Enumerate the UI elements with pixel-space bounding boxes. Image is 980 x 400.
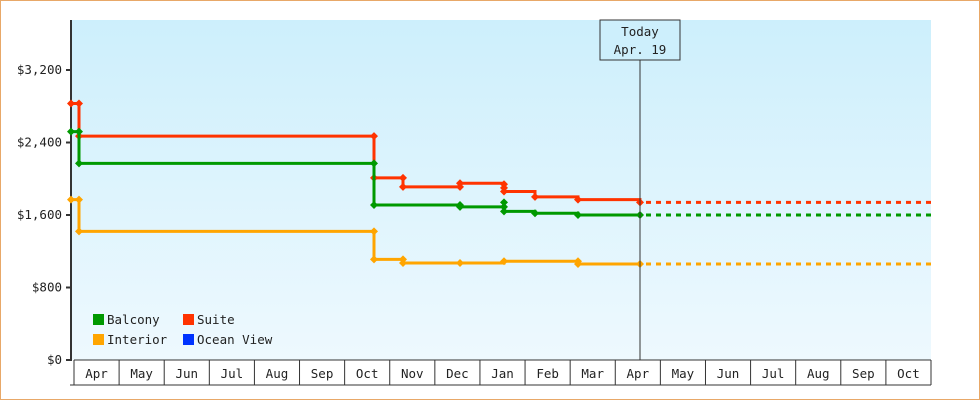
data-point[interactable] — [500, 202, 508, 211]
data-point[interactable] — [456, 179, 464, 188]
x-tick-label: May — [672, 366, 695, 381]
data-point[interactable] — [370, 201, 378, 210]
data-point[interactable] — [75, 195, 83, 204]
data-point[interactable] — [399, 182, 407, 191]
data-point[interactable] — [370, 159, 378, 168]
data-point[interactable] — [500, 187, 508, 196]
data-point[interactable] — [574, 211, 582, 219]
x-tick-label: Feb — [536, 366, 559, 381]
data-point[interactable] — [500, 198, 508, 207]
data-point[interactable] — [75, 127, 83, 136]
x-tick-label: Jul — [762, 366, 785, 381]
x-tick-label: Jun — [175, 366, 198, 381]
y-axis: $0 $800 $1,600 $2,400 $3,200 — [17, 20, 72, 367]
data-point[interactable] — [75, 159, 83, 168]
x-tick-label: Apr — [627, 366, 650, 381]
data-point[interactable] — [75, 227, 83, 236]
legend-swatch — [93, 334, 104, 345]
data-point[interactable] — [531, 192, 539, 201]
legend-swatch — [183, 314, 194, 325]
x-tick-label: Jun — [717, 366, 740, 381]
y-tick-label: $1,600 — [17, 207, 62, 222]
data-point[interactable] — [531, 209, 539, 218]
x-tick-label: Oct — [356, 366, 379, 381]
x-tick-label: Aug — [266, 366, 289, 381]
legend-label[interactable]: Balcony — [107, 312, 160, 327]
today-marker: Today Apr. 19 — [599, 19, 681, 360]
y-tick-label: $2,400 — [17, 135, 62, 150]
data-point[interactable] — [67, 127, 75, 136]
x-tick-label: Sep — [852, 366, 875, 381]
x-tick-label: Aug — [807, 366, 830, 381]
today-date: Apr. 19 — [614, 42, 667, 57]
today-label: Today — [621, 24, 659, 39]
data-point[interactable] — [500, 180, 508, 189]
data-point[interactable] — [456, 202, 464, 211]
legend-swatch — [183, 334, 194, 345]
x-axis: Apr May Jun Jul Aug Sep Oct Nov Dec Jan Feb Mar Apr M… — [70, 359, 932, 386]
legend-label[interactable]: Ocean View — [197, 332, 273, 347]
legend-label[interactable]: Suite — [197, 312, 235, 327]
data-point[interactable] — [370, 227, 378, 236]
y-tick-label: $800 — [32, 280, 62, 295]
legend: Balcony Suite Interior Ocean View — [93, 312, 273, 347]
legend-label[interactable]: Interior — [107, 332, 168, 347]
data-point[interactable] — [370, 132, 378, 141]
x-tick-label: Nov — [401, 366, 424, 381]
data-point[interactable] — [574, 195, 582, 204]
y-tick-label: $3,200 — [17, 62, 62, 77]
x-tick-label: Mar — [581, 366, 604, 381]
data-point[interactable] — [574, 259, 582, 268]
plot-area — [71, 20, 931, 360]
x-tick-label: Jan — [491, 366, 514, 381]
data-point[interactable] — [370, 255, 378, 264]
x-tick-label: Dec — [446, 366, 469, 381]
x-tick-label: May — [130, 366, 153, 381]
x-tick-label: Oct — [897, 366, 920, 381]
data-point[interactable] — [456, 259, 464, 268]
y-tick-label: $0 — [47, 352, 62, 367]
x-tick-label: Sep — [311, 366, 334, 381]
legend-swatch — [93, 314, 104, 325]
x-tick-label: Jul — [221, 366, 244, 381]
data-point[interactable] — [67, 99, 75, 108]
series-layer — [67, 99, 931, 268]
data-point[interactable] — [75, 99, 83, 108]
data-point[interactable] — [67, 195, 75, 204]
x-tick-label: Apr — [85, 366, 108, 381]
data-point[interactable] — [399, 259, 407, 268]
data-point[interactable] — [399, 173, 407, 182]
today-label-box — [599, 19, 681, 61]
data-point[interactable] — [500, 257, 508, 266]
data-point[interactable] — [500, 207, 508, 216]
